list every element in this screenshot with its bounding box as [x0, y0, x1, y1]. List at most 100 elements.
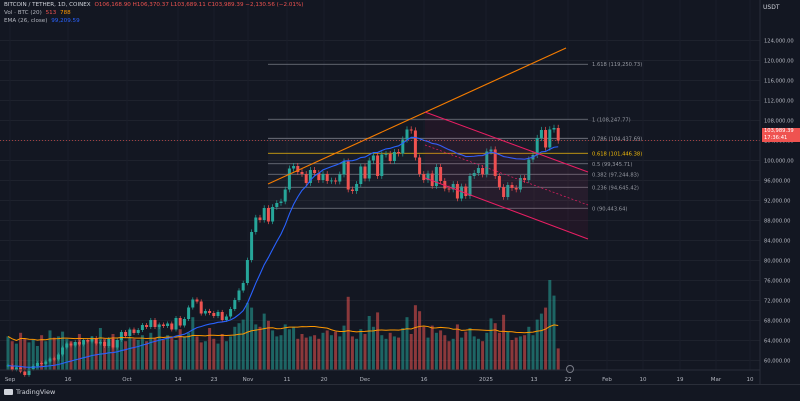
candle-body — [182, 319, 186, 326]
volume-bar — [409, 334, 413, 370]
volume-bar — [552, 295, 556, 370]
price-axis-label: 72,000.00 — [764, 299, 790, 305]
candle-body — [556, 128, 560, 141]
volume-bar — [140, 335, 144, 370]
time-axis-label: Dec — [360, 377, 371, 383]
candle-body — [52, 358, 56, 360]
volume-bar — [439, 330, 443, 370]
price-axis-label: 92,000.00 — [764, 199, 790, 205]
volume-bar — [229, 336, 233, 370]
candle-body — [523, 178, 527, 180]
volume-bar — [380, 335, 384, 370]
time-axis-label: Feb — [602, 377, 612, 383]
volume-bar — [216, 343, 220, 370]
candle-body — [367, 160, 371, 179]
price-axis-label: 76,000.00 — [764, 279, 790, 285]
candle-body — [254, 217, 258, 232]
fib-label: 0.5 (99,345.71) — [592, 162, 632, 168]
candle-body — [229, 309, 233, 317]
volume-bar — [485, 332, 489, 370]
candle-body — [161, 324, 165, 326]
fib-label: 0.618 (101,446.38) — [592, 151, 642, 157]
volume-bar — [111, 334, 115, 370]
candle-body — [224, 316, 228, 320]
candle-body — [527, 159, 531, 180]
volume-bar — [157, 324, 161, 370]
volume-bar — [258, 326, 262, 370]
volume-bar — [279, 335, 283, 370]
candle-body — [136, 330, 140, 333]
candle-body — [279, 201, 283, 203]
price-axis-label: 120,000.00 — [764, 59, 794, 65]
volume-bar — [460, 337, 464, 370]
volume-bar — [103, 338, 107, 370]
candle-body — [23, 371, 27, 375]
volume-bar — [443, 335, 447, 370]
candle-body — [10, 365, 14, 370]
candle-body — [266, 208, 270, 222]
volume-value: 513 — [45, 10, 57, 16]
candle-body — [124, 332, 128, 336]
volume-bar — [44, 341, 48, 370]
candle-body — [157, 324, 161, 327]
volume-bar — [426, 337, 430, 370]
volume-bar — [266, 320, 270, 370]
currency-label[interactable]: USDT — [763, 4, 780, 11]
fib-label: 0.236 (94,645.42) — [592, 185, 639, 191]
candle-body — [191, 299, 195, 308]
time-axis-label: 19 — [677, 377, 684, 383]
time-axis-label: 11 — [284, 377, 291, 383]
indicator-lines — [0, 47, 760, 368]
candle-body — [216, 312, 220, 316]
volume-bar — [14, 343, 18, 370]
candle-body — [132, 329, 136, 333]
volume-bar — [518, 336, 522, 370]
time-axis-label: 14 — [175, 377, 182, 383]
candle-body — [388, 154, 392, 161]
volume-bar — [161, 340, 165, 370]
candle-body — [174, 318, 178, 330]
price-axis-label: 100,000.00 — [764, 159, 794, 165]
candle-body — [65, 343, 69, 348]
last-price: 103,989.39 — [764, 128, 794, 134]
volume-legend[interactable]: Vol · BTC (20) 513 788 — [4, 10, 73, 17]
candle-body — [455, 184, 459, 199]
channel-fill — [425, 112, 588, 239]
candle-body — [518, 178, 522, 190]
volume-bar — [367, 316, 371, 370]
candle-body — [48, 358, 52, 362]
time-axis-label: 16 — [421, 377, 428, 383]
symbol-title[interactable]: BITCOIN / TETHER, 1D, COINEX — [4, 2, 91, 8]
channel-upper — [424, 111, 589, 173]
ema-line — [7, 136, 559, 368]
candle-body — [287, 168, 291, 190]
candle-body — [195, 299, 199, 302]
volume-bar — [237, 323, 241, 370]
candle-body — [178, 318, 182, 326]
volume-bar — [497, 332, 501, 370]
volume-bar — [82, 343, 86, 370]
volume-bar — [149, 332, 153, 370]
settings-gear-icon[interactable] — [566, 365, 574, 373]
ascending-trendline — [267, 47, 567, 185]
time-axis-label: 13 — [531, 377, 538, 383]
volume-bar — [199, 342, 203, 370]
volume-bar — [178, 329, 182, 370]
candle-body — [149, 320, 153, 327]
tradingview-logo[interactable]: TradingView — [4, 388, 55, 396]
volume-bar — [48, 330, 52, 370]
ema-legend[interactable]: EMA (26, close) 99,209.59 — [4, 18, 82, 25]
candle-body — [166, 323, 170, 326]
header-legend[interactable]: BITCOIN / TETHER, 1D, COINEX O106,168.90… — [4, 2, 306, 9]
volume-bar — [275, 336, 279, 370]
volume-bar — [254, 324, 258, 370]
candle-body — [426, 173, 430, 180]
volume-bar — [195, 336, 199, 370]
ema-value: 99,209.59 — [51, 18, 80, 24]
candle-body — [250, 232, 254, 260]
fib-label: 0 (90,443.64) — [592, 206, 627, 212]
candle-body — [73, 342, 77, 346]
volume-bars — [6, 280, 560, 370]
candle-body — [355, 184, 359, 191]
